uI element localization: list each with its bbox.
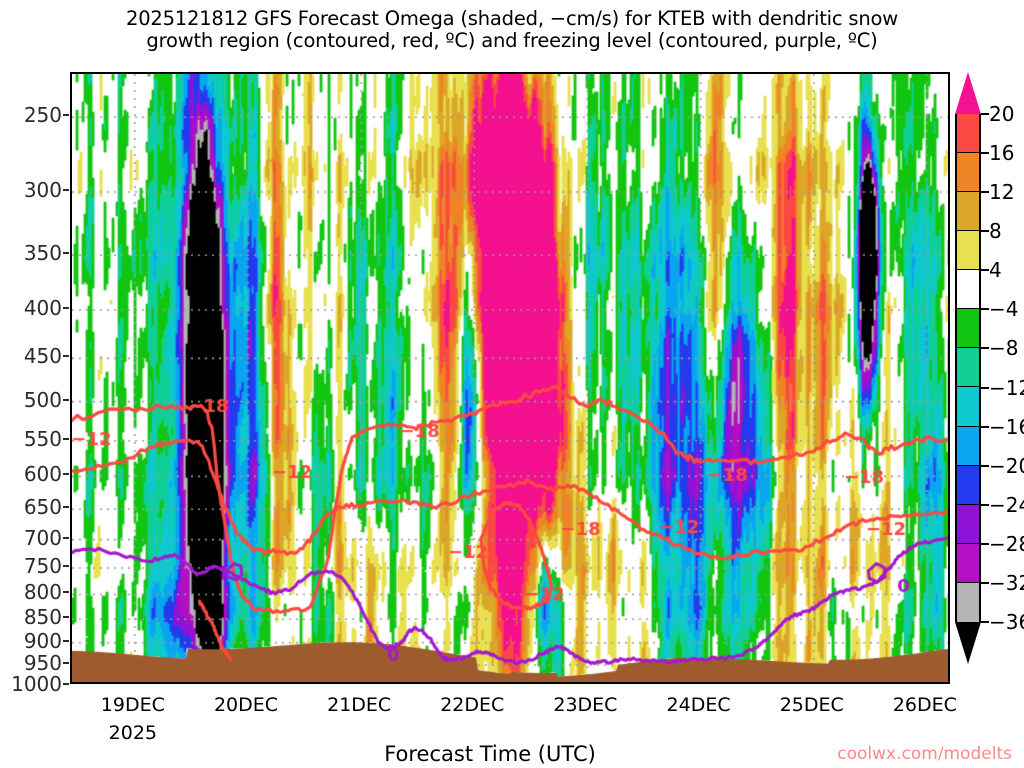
x-axis-title: Forecast Time (UTC) bbox=[384, 742, 596, 766]
y-tick-label-550: 550 bbox=[23, 426, 62, 451]
colorbar-tick-mark bbox=[981, 581, 989, 584]
y-tick-label-400: 400 bbox=[23, 296, 62, 321]
colorbar: 20 16 12 8 4 −4 −8 −12 −16 −20 −24 −28 −32 −36 bbox=[955, 72, 1024, 684]
y-tick-label-600: 600 bbox=[23, 462, 62, 487]
x-tick-label-23DEC: 23DEC bbox=[553, 694, 618, 716]
colorbar-tick-label: 8 bbox=[989, 219, 1002, 244]
colorbar-segment bbox=[957, 348, 979, 388]
colorbar-tick-label: −20 bbox=[989, 453, 1024, 478]
colorbar-tick-label: −28 bbox=[989, 531, 1024, 556]
colorbar-segment bbox=[957, 582, 979, 622]
colorbar-tick-mark bbox=[981, 503, 989, 506]
x-tick-label-26DEC: 26DEC bbox=[892, 694, 957, 716]
colorbar-arrow-bottom bbox=[955, 622, 981, 664]
y-tick-label-700: 700 bbox=[23, 525, 62, 550]
plot-area bbox=[70, 72, 950, 684]
colorbar-segment bbox=[957, 114, 979, 154]
y-tick-mark bbox=[63, 437, 69, 440]
y-tick-label-900: 900 bbox=[23, 628, 62, 653]
x-tick-label-19DEC: 19DEC bbox=[100, 694, 165, 716]
y-tick-label-450: 450 bbox=[23, 344, 62, 369]
colorbar-tick-label: 20 bbox=[989, 102, 1015, 126]
x-tick-label-21DEC: 21DEC bbox=[327, 694, 392, 716]
colorbar-tick-mark bbox=[981, 347, 989, 350]
colorbar-tick-mark bbox=[981, 230, 989, 233]
colorbar-segment bbox=[957, 426, 979, 466]
colorbar-tick-label: 4 bbox=[989, 258, 1002, 283]
colorbar-tick-label: −36 bbox=[989, 610, 1024, 634]
y-tick-mark bbox=[63, 683, 69, 685]
colorbar-tick-mark bbox=[981, 152, 989, 155]
y-tick-mark bbox=[63, 639, 69, 642]
x-tick-label-20DEC: 20DEC bbox=[213, 694, 279, 716]
y-tick-label-250: 250 bbox=[23, 103, 62, 128]
colorbar-tick-mark bbox=[981, 542, 989, 545]
colorbar-tick-label: 16 bbox=[989, 141, 1015, 166]
y-tick-mark bbox=[63, 114, 69, 117]
colorbar-segment bbox=[957, 465, 979, 505]
y-tick-label-650: 650 bbox=[23, 495, 62, 520]
colorbar-arrow-top bbox=[955, 72, 981, 114]
title-line-1: 2025121812 GFS Forecast Omega (shaded, −… bbox=[125, 7, 898, 30]
colorbar-tick-mark bbox=[981, 113, 989, 115]
y-tick-mark bbox=[63, 189, 69, 192]
colorbar-tick-mark bbox=[981, 191, 989, 194]
y-tick-label-350: 350 bbox=[23, 241, 62, 266]
colorbar-segment bbox=[957, 270, 979, 310]
colorbar-tick-label: −32 bbox=[989, 570, 1024, 595]
y-tick-label-950: 950 bbox=[23, 650, 62, 675]
y-tick-mark bbox=[63, 473, 69, 476]
y-tick-mark bbox=[63, 355, 69, 358]
x-tick-label-25DEC: 25DEC bbox=[779, 694, 844, 716]
colorbar-tick-mark bbox=[981, 621, 989, 623]
y-tick-mark bbox=[63, 252, 69, 255]
colorbar-segment bbox=[957, 387, 979, 427]
x-axis-year: 2025 bbox=[108, 722, 158, 744]
omega-shaded-field bbox=[72, 74, 948, 682]
watermark: coolwx.com/modelts bbox=[837, 744, 1012, 764]
colorbar-segment bbox=[957, 231, 979, 271]
colorbar-body bbox=[955, 114, 981, 622]
colorbar-tick-label: −16 bbox=[989, 414, 1024, 439]
title-line-2: growth region (contoured, red, ºC) and f… bbox=[146, 28, 878, 52]
y-tick-label-1000: 1000 bbox=[11, 672, 62, 696]
colorbar-segment bbox=[957, 153, 979, 193]
colorbar-segment bbox=[957, 543, 979, 583]
colorbar-tick-mark bbox=[981, 464, 989, 467]
colorbar-tick-mark bbox=[981, 308, 989, 311]
colorbar-tick-mark bbox=[981, 269, 989, 272]
colorbar-tick-label: −4 bbox=[989, 297, 1019, 322]
y-tick-mark bbox=[63, 398, 69, 401]
x-tick-label-24DEC: 24DEC bbox=[666, 694, 731, 716]
x-tick-label-22DEC: 22DEC bbox=[440, 694, 505, 716]
chart-title: 2025121812 GFS Forecast Omega (shaded, −… bbox=[0, 8, 1024, 52]
colorbar-tick-label: −12 bbox=[989, 375, 1024, 400]
y-tick-mark bbox=[63, 307, 69, 310]
y-tick-mark bbox=[63, 591, 69, 594]
colorbar-segment bbox=[957, 192, 979, 232]
y-tick-mark bbox=[63, 616, 69, 619]
y-tick-label-800: 800 bbox=[23, 580, 62, 605]
y-tick-mark bbox=[63, 506, 69, 509]
colorbar-tick-label: −24 bbox=[989, 492, 1024, 517]
y-tick-label-500: 500 bbox=[23, 387, 62, 412]
colorbar-tick-mark bbox=[981, 386, 989, 389]
colorbar-segment bbox=[957, 309, 979, 349]
colorbar-tick-label: 12 bbox=[989, 180, 1015, 205]
y-tick-mark bbox=[63, 661, 69, 664]
y-tick-mark bbox=[63, 564, 69, 567]
y-tick-label-750: 750 bbox=[23, 553, 62, 578]
colorbar-tick-label: −8 bbox=[989, 336, 1019, 361]
y-tick-mark bbox=[63, 536, 69, 539]
y-tick-label-850: 850 bbox=[23, 605, 62, 630]
y-tick-label-300: 300 bbox=[23, 178, 62, 203]
colorbar-segment bbox=[957, 504, 979, 544]
colorbar-tick-mark bbox=[981, 425, 989, 428]
